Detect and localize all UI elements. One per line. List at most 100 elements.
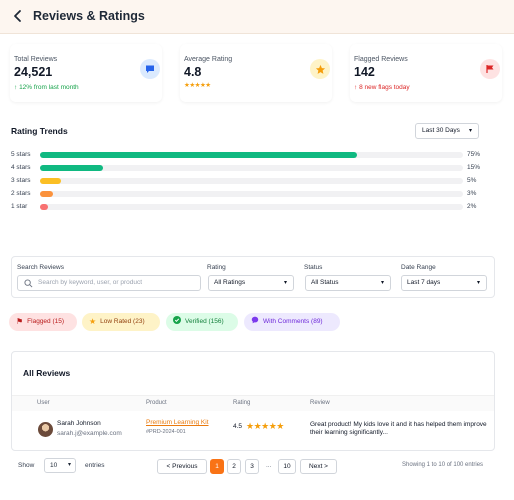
chip-low-rated[interactable]: ★ Low Rated (23)	[82, 313, 160, 331]
table-header: User Product Rating Review	[12, 395, 494, 411]
page-button-2[interactable]: 2	[227, 459, 241, 474]
chip-flagged[interactable]: ⚑ Flagged (15)	[9, 313, 77, 331]
chip-with-comments[interactable]: With Comments (89)	[244, 313, 340, 331]
review-text: Great product! My kids love it and it ha…	[310, 421, 487, 436]
date-range-select-value: Last 7 days	[407, 279, 441, 286]
rating-bar-fill	[40, 165, 104, 171]
rating-row-label: 3 stars	[11, 177, 31, 184]
rating-trends-title: Rating Trends	[11, 126, 68, 136]
rating-row-percent: 2%	[467, 203, 477, 210]
search-icon	[24, 279, 33, 288]
rating-row-label: 1 star	[11, 203, 28, 210]
rating-bar-fill	[40, 152, 358, 158]
previous-page-button[interactable]: < Previous	[157, 459, 207, 474]
stat-trend: ↑ 12% from last month	[14, 84, 79, 91]
stat-value: 24,521	[14, 65, 53, 79]
all-reviews-table: All Reviews User Product Rating Review S…	[11, 351, 495, 451]
rating-row: 1 star 2%	[11, 202, 491, 212]
rating-bar-fill	[40, 191, 53, 197]
stat-value: 142	[354, 65, 375, 79]
status-select[interactable]: All Status ▾	[305, 275, 391, 291]
date-range-select[interactable]: Last 7 days ▾	[401, 275, 487, 291]
star-icon	[310, 59, 330, 79]
status-select-value: All Status	[311, 279, 339, 286]
rating-bar-track	[40, 165, 463, 171]
product-link[interactable]: Premium Learning Kit	[146, 419, 209, 426]
rating-row-percent: 75%	[467, 151, 481, 158]
page-button-10[interactable]: 10	[278, 459, 296, 474]
flagged-reviews-card: Flagged Reviews 142 ↑ 8 new flags today	[350, 44, 502, 102]
period-select[interactable]: Last 30 Days ▾	[415, 123, 479, 139]
rating-bar-track	[40, 152, 463, 158]
rating-value: 4.5	[233, 423, 243, 430]
per-page-select[interactable]: 10 ▾	[44, 458, 76, 473]
rating-row: 2 stars 3%	[11, 189, 491, 199]
chevron-down-icon: ▾	[67, 462, 71, 468]
column-header-user: User	[37, 400, 50, 406]
stat-label: Total Reviews	[14, 56, 58, 63]
chevron-down-icon: ▾	[283, 280, 287, 286]
column-header-product: Product	[146, 400, 167, 406]
rating-select[interactable]: All Ratings ▾	[208, 275, 294, 291]
rating-bar-track	[40, 204, 463, 210]
period-select-value: Last 30 Days	[422, 127, 460, 134]
average-rating-card: Average Rating 4.8 ★★★★★	[180, 44, 332, 102]
chip-label: Flagged (15)	[27, 318, 65, 325]
check-circle-icon	[173, 313, 181, 331]
stat-trend-text: 12% from last month	[19, 84, 79, 91]
rating-row-percent: 15%	[467, 164, 481, 171]
chip-label: With Comments (89)	[263, 318, 323, 325]
chevron-down-icon: ▾	[380, 280, 384, 286]
next-page-button[interactable]: Next >	[300, 459, 337, 474]
show-label: Show	[18, 462, 35, 469]
rating-select-value: All Ratings	[214, 279, 246, 286]
date-range-label: Date Range	[401, 264, 436, 271]
search-label: Search Reviews	[17, 264, 64, 271]
rating-row-label: 5 stars	[11, 151, 31, 158]
product-id: #PRD-2024-001	[146, 429, 186, 435]
stat-label: Flagged Reviews	[354, 56, 408, 63]
entries-summary: Showing 1 to 10 of 100 entries	[402, 462, 484, 468]
filters-panel: Search Reviews Search by keyword, user, …	[11, 256, 495, 298]
search-input[interactable]: Search by keyword, user, or product	[17, 275, 201, 291]
rating-row: 5 stars 75%	[11, 150, 491, 160]
rating-row: 3 stars 5%	[11, 176, 491, 186]
chip-label: Low Rated (23)	[100, 318, 145, 325]
column-header-review: Review	[310, 400, 330, 406]
rating-bar-track	[40, 191, 463, 197]
stat-value: 4.8	[184, 65, 202, 79]
rating-bar-track	[40, 178, 463, 184]
page-title: Reviews & Ratings	[33, 9, 145, 23]
user-name: Sarah Johnson	[57, 420, 101, 427]
page-button-1[interactable]: 1	[210, 459, 224, 474]
pagination-ellipsis: ...	[266, 462, 272, 469]
flag-icon: ⚑	[16, 317, 24, 326]
avatar	[38, 422, 53, 437]
back-chevron-left-icon[interactable]	[10, 8, 26, 24]
entries-label: entries	[85, 462, 105, 469]
rating-row-percent: 5%	[467, 177, 477, 184]
rating-row-label: 4 stars	[11, 164, 31, 171]
chevron-down-icon: ▾	[468, 128, 472, 134]
stat-trend: ↑ 8 new flags today	[354, 84, 410, 91]
search-placeholder: Search by keyword, user, or product	[38, 279, 143, 286]
all-reviews-title: All Reviews	[23, 368, 71, 378]
status-label: Status	[304, 264, 323, 271]
rating-row-label: 2 stars	[11, 190, 31, 197]
rating-bar-fill	[40, 178, 62, 184]
chip-verified[interactable]: Verified (156)	[166, 313, 238, 331]
chevron-down-icon: ▾	[476, 280, 480, 286]
page-header: Reviews & Ratings	[0, 0, 514, 34]
rating-row: 4 stars 15%	[11, 163, 491, 173]
per-page-value: 10	[50, 462, 58, 469]
flag-icon	[480, 59, 500, 79]
chip-label: Verified (156)	[185, 318, 224, 325]
rating-bar-fill	[40, 204, 49, 210]
page-button-3[interactable]: 3	[245, 459, 259, 474]
rating-label: Rating	[207, 264, 226, 271]
chat-icon	[140, 59, 160, 79]
column-header-rating: Rating	[233, 400, 251, 406]
rating-stars: ★★★★★	[184, 82, 211, 89]
total-reviews-card: Total Reviews 24,521 ↑ 12% from last mon…	[10, 44, 162, 102]
stat-label: Average Rating	[184, 56, 233, 63]
